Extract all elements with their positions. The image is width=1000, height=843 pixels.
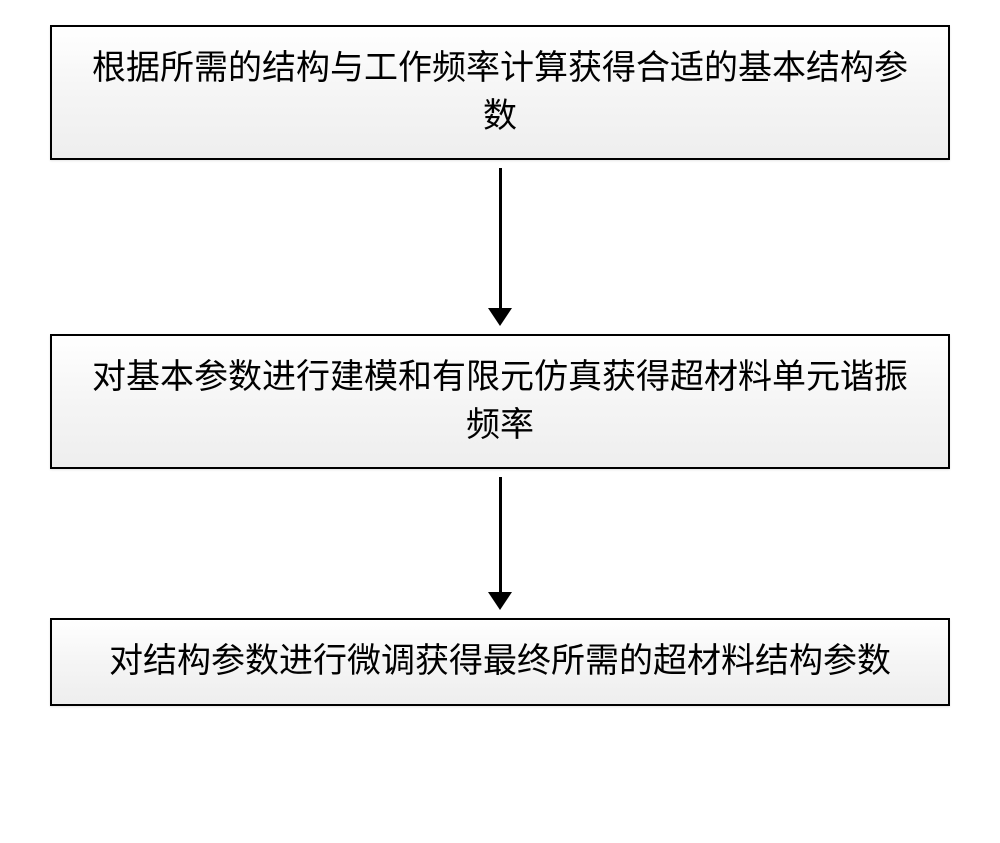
- step-3-text: 对结构参数进行微调获得最终所需的超材料结构参数: [109, 638, 891, 686]
- arrow-1: [488, 168, 512, 326]
- arrow-2-line: [499, 477, 502, 592]
- arrow-1-head: [488, 308, 512, 326]
- flowchart-step-2: 对基本参数进行建模和有限元仿真获得超材料单元谐振频率: [50, 334, 950, 469]
- arrow-2-head: [488, 592, 512, 610]
- step-2-text: 对基本参数进行建模和有限元仿真获得超材料单元谐振频率: [82, 354, 918, 449]
- flowchart-step-1: 根据所需的结构与工作频率计算获得合适的基本结构参数: [50, 25, 950, 160]
- arrow-2: [488, 477, 512, 610]
- arrow-1-line: [499, 168, 502, 308]
- flowchart-step-3: 对结构参数进行微调获得最终所需的超材料结构参数: [50, 618, 950, 706]
- step-1-text: 根据所需的结构与工作频率计算获得合适的基本结构参数: [82, 45, 918, 140]
